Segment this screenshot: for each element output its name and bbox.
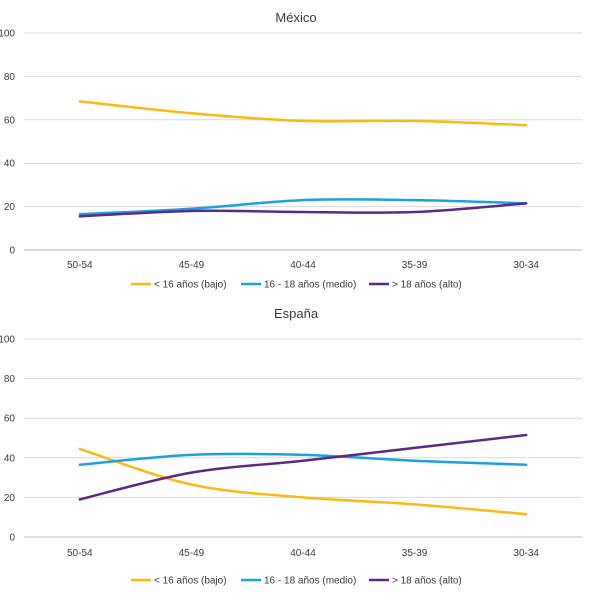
data-point	[525, 513, 527, 515]
chart-title: España	[274, 306, 319, 321]
data-point	[413, 447, 415, 449]
data-point	[302, 460, 304, 462]
y-tick-label: 80	[4, 72, 16, 83]
data-point	[79, 498, 81, 500]
data-point	[525, 202, 527, 204]
data-point	[190, 210, 192, 212]
x-tick-label: 45-49	[179, 260, 205, 271]
data-point	[79, 100, 81, 102]
x-tick-label: 30-34	[513, 260, 539, 271]
data-point	[302, 199, 304, 201]
chart-mexico: México 0 20 40 60 80 100 50-54 45-49 40-44 35-39 30…	[0, 10, 582, 291]
data-point	[79, 213, 81, 215]
series-line-3	[78, 433, 528, 501]
data-point	[413, 120, 415, 122]
series-line-2	[78, 198, 528, 216]
y-tick-label: 40	[4, 159, 16, 170]
data-point	[302, 454, 304, 456]
data-point	[413, 199, 415, 201]
x-tick-label: 30-34	[513, 548, 539, 559]
data-point	[302, 120, 304, 122]
data-point	[190, 483, 192, 485]
legend-label: > 18 años (alto)	[392, 280, 462, 291]
y-tick-label: 60	[4, 115, 16, 126]
series-line-3	[78, 202, 528, 218]
legend-label: 16 - 18 años (medio)	[264, 280, 356, 291]
data-point	[79, 448, 81, 450]
data-point	[190, 112, 192, 114]
y-tick-label: 40	[4, 453, 16, 464]
x-tick-label: 45-49	[179, 548, 205, 559]
data-point	[302, 496, 304, 498]
chart-espana: España 0 20 40 60 80 100 50-54 45-49 40-44 35-39 30…	[0, 306, 582, 587]
y-tick-label: 20	[4, 493, 16, 504]
data-point	[190, 471, 192, 473]
chart-title: México	[275, 10, 316, 25]
y-tick-label: 20	[4, 202, 16, 213]
legend-label: 16 - 18 años (medio)	[264, 576, 356, 587]
x-tick-label: 40-44	[290, 548, 316, 559]
data-point	[190, 454, 192, 456]
legend-label: < 16 años (bajo)	[154, 576, 227, 587]
y-tick-label: 100	[0, 29, 15, 40]
data-point	[79, 464, 81, 466]
x-tick-label: 40-44	[290, 260, 316, 271]
legend-label: > 18 años (alto)	[392, 576, 462, 587]
data-point	[190, 208, 192, 210]
series-line-1	[78, 447, 528, 516]
data-point	[525, 124, 527, 126]
data-point	[302, 211, 304, 213]
x-tick-label: 50-54	[67, 260, 93, 271]
y-tick-label: 80	[4, 374, 16, 385]
y-tick-label: 0	[9, 246, 15, 257]
data-point	[413, 503, 415, 505]
y-tick-label: 100	[0, 335, 15, 346]
x-tick-label: 35-39	[402, 548, 428, 559]
series-line-2	[78, 452, 528, 466]
data-point	[525, 434, 527, 436]
data-point	[413, 460, 415, 462]
x-tick-label: 35-39	[402, 260, 428, 271]
x-tick-label: 50-54	[67, 548, 93, 559]
y-tick-label: 0	[9, 533, 15, 544]
data-point	[525, 464, 527, 466]
data-point	[79, 215, 81, 217]
legend-label: < 16 años (bajo)	[154, 280, 227, 291]
y-tick-label: 60	[4, 414, 16, 425]
series-line-1	[78, 100, 528, 127]
data-point	[413, 211, 415, 213]
